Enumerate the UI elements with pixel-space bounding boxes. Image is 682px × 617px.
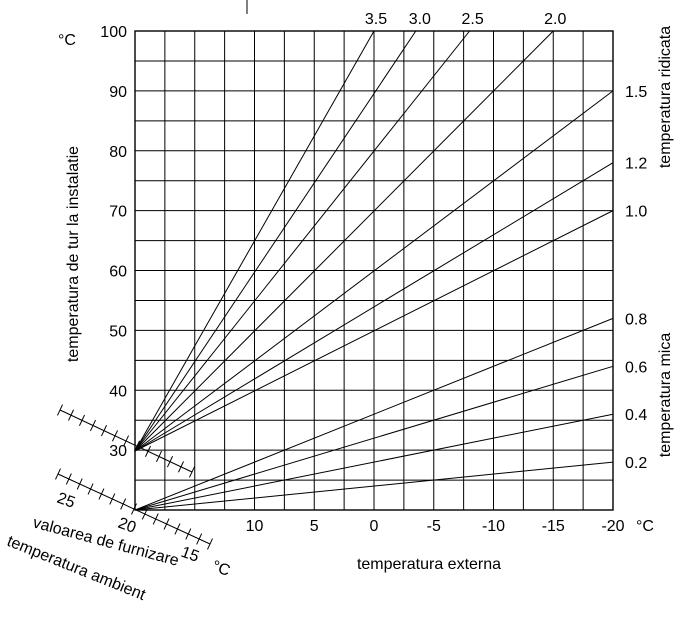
curve-label-1-2: 1.2 xyxy=(625,156,647,173)
ambient-ruler-lower-tick xyxy=(55,468,61,480)
y-tick-label: 70 xyxy=(109,204,127,221)
curve-label-2-5: 2.5 xyxy=(461,11,483,28)
curve-label-3-0: 3.0 xyxy=(409,11,431,28)
curve-label-0-4: 0.4 xyxy=(625,407,647,424)
ambient-ruler-upper-tick xyxy=(67,409,75,421)
y-tick-label: 100 xyxy=(100,24,127,41)
ambient-ruler-lower-tick xyxy=(109,493,116,505)
ambient-ruler-upper-tick xyxy=(122,435,130,447)
ambient-ruler-lower-tick xyxy=(163,518,170,530)
x-tick-label: -10 xyxy=(482,518,505,535)
curve-label-0-2: 0.2 xyxy=(625,455,647,472)
ambient-ruler-lower-tick xyxy=(131,503,137,515)
curve-label-0-8: 0.8 xyxy=(625,311,647,328)
ambient-tick-label: 25 xyxy=(55,490,78,512)
curve-label-2-0: 2.0 xyxy=(544,11,566,28)
ambient-ruler-lower-tick xyxy=(87,483,94,495)
ambient-ruler-upper-tick xyxy=(111,430,119,442)
curve-line-2-5 xyxy=(134,30,470,452)
ambient-ruler-upper-tick xyxy=(144,445,152,457)
curve-line-2-0 xyxy=(134,30,554,452)
y-unit-label: °C xyxy=(58,32,76,49)
right-label-low-temperature: temperatura mica xyxy=(657,333,674,458)
series-lines xyxy=(134,30,614,511)
curve-line-3-0 xyxy=(134,30,417,452)
x-axis-title: temperatura externa xyxy=(357,556,501,573)
curve-line-1-2 xyxy=(134,162,614,452)
y-tick-label: 90 xyxy=(109,84,127,101)
y-tick-label: 50 xyxy=(109,323,127,340)
ambient-ruler-lower-tick xyxy=(196,533,203,545)
ambient-ruler-upper-tick xyxy=(100,425,108,437)
ambient-ruler-upper-tick xyxy=(133,440,141,452)
right-label-high-temperature: temperatura ridicata xyxy=(657,26,674,168)
y-axis-title: temperatura de tur la instalatie xyxy=(65,146,82,362)
curve-line-0-6 xyxy=(134,365,614,511)
ambient-ruler-lower-tick xyxy=(174,523,181,535)
ambient-ruler-upper-tick xyxy=(177,461,185,473)
y-tick-label: 60 xyxy=(109,264,127,281)
ambient-ruler-lower-tick xyxy=(76,478,83,490)
x-unit-label: °C xyxy=(636,518,654,535)
ambient-scale xyxy=(55,404,213,550)
x-tick-label: 5 xyxy=(310,518,319,535)
ambient-ruler-lower-tick xyxy=(120,498,127,510)
ambient-ruler-upper-tick xyxy=(78,414,86,426)
x-tick-label: -15 xyxy=(542,518,565,535)
y-tick-label: 30 xyxy=(109,443,127,460)
curve-label-1-0: 1.0 xyxy=(625,204,647,221)
y-tick-label: 40 xyxy=(109,383,127,400)
ambient-tick-label: 20 xyxy=(116,515,139,537)
ambient-ruler-lower-tick xyxy=(185,528,192,540)
x-tick-label: -5 xyxy=(427,518,441,535)
curve-label-1-5: 1.5 xyxy=(625,84,647,101)
ambient-ruler-lower-tick xyxy=(152,513,159,525)
ambient-ruler-upper-tick xyxy=(166,456,174,468)
ambient-ruler-upper-tick xyxy=(155,450,163,463)
curve-line-1-0 xyxy=(134,210,614,452)
ambient-ruler-lower-tick xyxy=(141,508,148,520)
ambient-ruler-lower-tick xyxy=(207,538,213,550)
ambient-ruler-lower-tick xyxy=(65,473,72,485)
curve-label-0-6: 0.6 xyxy=(625,359,647,376)
curve-line-3-5 xyxy=(134,30,375,452)
curve-line-0-2 xyxy=(134,461,614,511)
curve-line-0-8 xyxy=(134,317,614,511)
y-tick-label: 80 xyxy=(109,144,127,161)
ambient-ruler-lower-tick xyxy=(98,488,105,500)
curve-label-3-5: 3.5 xyxy=(365,11,387,28)
ambient-ruler-upper-tick xyxy=(56,404,64,416)
x-tick-label: 10 xyxy=(246,518,264,535)
ambient-ruler-upper-tick xyxy=(188,466,196,478)
curve-line-0-4 xyxy=(134,413,614,511)
ambient-ruler-upper-tick xyxy=(89,419,97,432)
curve-line-1-5 xyxy=(134,90,614,452)
x-tick-label: -20 xyxy=(601,518,624,535)
ambient-scale-unit: °C xyxy=(210,558,233,580)
ambient-tick-label: 15 xyxy=(179,544,202,566)
x-tick-label: 0 xyxy=(370,518,379,535)
